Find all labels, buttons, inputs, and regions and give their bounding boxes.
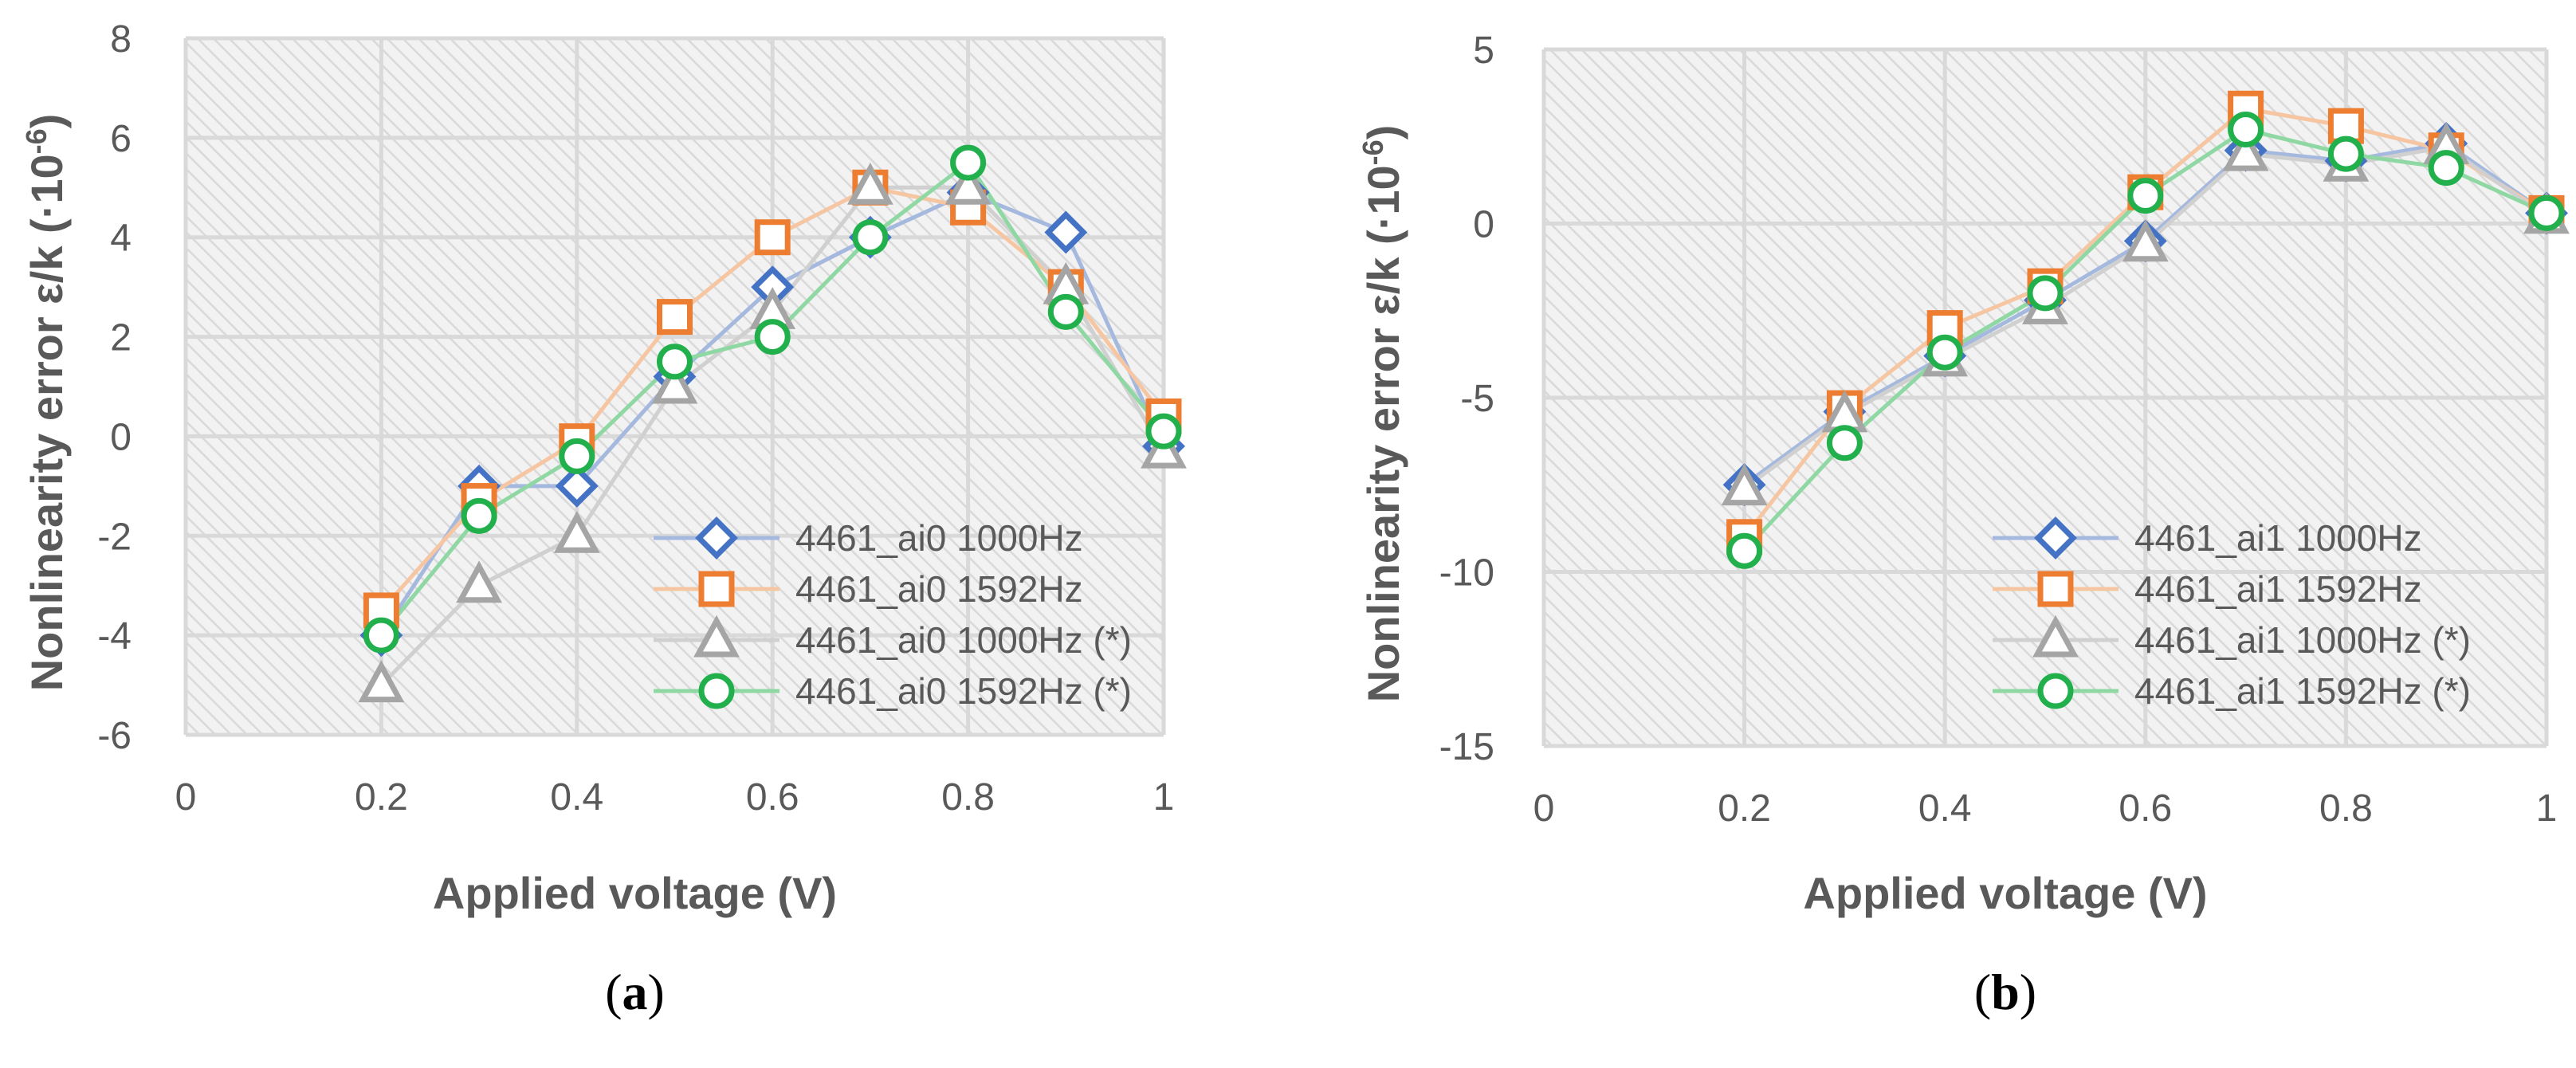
data-point-series-4 xyxy=(2327,135,2364,172)
legend-label: 4461_ai0 1000Hz (*) xyxy=(795,619,1132,661)
x-tick-label: 0.6 xyxy=(746,776,799,819)
y-tick-label: 2 xyxy=(110,317,132,359)
legend-label: 4461_ai1 1592Hz xyxy=(2134,568,2422,610)
data-point-series-4 xyxy=(852,219,889,256)
data-point-series-3 xyxy=(553,510,600,553)
legend-marker xyxy=(695,516,738,560)
legend-label: 4461_ai1 1000Hz xyxy=(2134,517,2422,559)
data-point-series-3 xyxy=(358,660,405,703)
legend-marker xyxy=(2032,614,2079,658)
legend-marker xyxy=(2034,516,2077,560)
data-point-series-4 xyxy=(754,319,791,355)
data-point-series-4 xyxy=(950,144,987,181)
legend-label: 4461_ai1 1592Hz (*) xyxy=(2134,670,2471,712)
x-axis-title: Applied voltage (V) xyxy=(1803,868,2207,918)
y-tick-label: 4 xyxy=(110,218,132,260)
y-tick-label: -5 xyxy=(1460,378,1494,420)
data-point-series-3 xyxy=(944,162,992,205)
data-point-series-3 xyxy=(2222,128,2269,171)
data-point-series-4 xyxy=(1726,532,1763,569)
legend-label: 4461_ai0 1592Hz (*) xyxy=(795,670,1132,712)
data-point-series-3 xyxy=(2122,219,2169,262)
x-tick-label: 0.2 xyxy=(1718,787,1771,830)
data-point-series-4 xyxy=(2528,194,2565,231)
legend-marker xyxy=(2037,571,2074,607)
data-point-series-4 xyxy=(2027,275,2064,312)
data-point-series-4 xyxy=(657,344,693,380)
chart-a: -6 -4 -2 0 2 4 6 8 0 0.2 0.4 0.6 0.8 1 Applied voltage… xyxy=(20,18,1187,1020)
x-tick-label: 0.8 xyxy=(941,776,995,819)
data-point-series-1 xyxy=(1044,210,1088,254)
data-point-series-4 xyxy=(461,497,497,534)
x-tick-label: 0.6 xyxy=(2119,787,2172,830)
data-point-series-4 xyxy=(363,617,399,654)
data-point-series-3 xyxy=(456,560,503,603)
panel-label: (a) xyxy=(605,964,665,1020)
y-tick-label: -4 xyxy=(97,615,132,658)
x-tick-label: 1 xyxy=(1153,776,1175,819)
data-point-series-4 xyxy=(1826,425,1863,461)
data-point-series-4 xyxy=(2428,150,2464,187)
data-point-series-1 xyxy=(555,464,599,508)
y-tick-label: -2 xyxy=(97,516,132,558)
y-tick-label: 0 xyxy=(110,416,132,458)
data-point-series-2 xyxy=(754,219,791,256)
legend-marker xyxy=(698,673,735,709)
y-axis-title: Nonlinearity error ε/k (·10-6) xyxy=(1357,125,1408,703)
legend-label: 4461_ai0 1000Hz xyxy=(795,517,1083,559)
x-tick-label: 0.2 xyxy=(355,776,408,819)
legend-marker xyxy=(698,571,735,607)
data-point-series-3 xyxy=(1721,463,1768,506)
data-point-series-3 xyxy=(846,162,893,205)
x-tick-label: 0 xyxy=(175,776,197,819)
x-tick-label: 1 xyxy=(2536,787,2558,830)
x-tick-label: 0 xyxy=(1533,787,1555,830)
legend-marker xyxy=(693,614,740,658)
legend-marker xyxy=(2037,673,2074,709)
data-point-series-4 xyxy=(2127,178,2164,214)
y-tick-label: -10 xyxy=(1439,552,1494,595)
data-point-series-4 xyxy=(1047,293,1084,330)
data-point-series-3 xyxy=(651,361,698,404)
x-tick-label: 0.4 xyxy=(550,776,603,819)
y-tick-label: 6 xyxy=(110,118,132,160)
data-point-series-4 xyxy=(559,438,595,474)
legend-label: 4461_ai0 1592Hz xyxy=(795,568,1083,610)
y-tick-label: -6 xyxy=(97,715,132,757)
x-tick-label: 0.4 xyxy=(1918,787,1972,830)
y-tick-label: 8 xyxy=(110,18,132,61)
data-point-series-4 xyxy=(1145,413,1182,450)
chart-b: -15 -10 -5 0 5 0 0.2 0.4 0.6 0.8 1 Applied voltage … xyxy=(1357,29,2570,1020)
data-point-series-2 xyxy=(657,299,693,336)
y-tick-label: -15 xyxy=(1439,726,1494,768)
data-point-series-4 xyxy=(2228,112,2264,148)
y-tick-label: 5 xyxy=(1473,29,1494,72)
panel-label: (b) xyxy=(1974,964,2036,1020)
y-axis-title: Nonlinearity error ε/k (·10-6) xyxy=(20,114,72,692)
data-point-series-4 xyxy=(1926,334,1963,371)
x-axis-title: Applied voltage (V) xyxy=(433,868,837,918)
x-tick-label: 0.8 xyxy=(2319,787,2373,830)
legend-label: 4461_ai1 1000Hz (*) xyxy=(2134,619,2471,661)
y-tick-label: 0 xyxy=(1473,204,1494,246)
